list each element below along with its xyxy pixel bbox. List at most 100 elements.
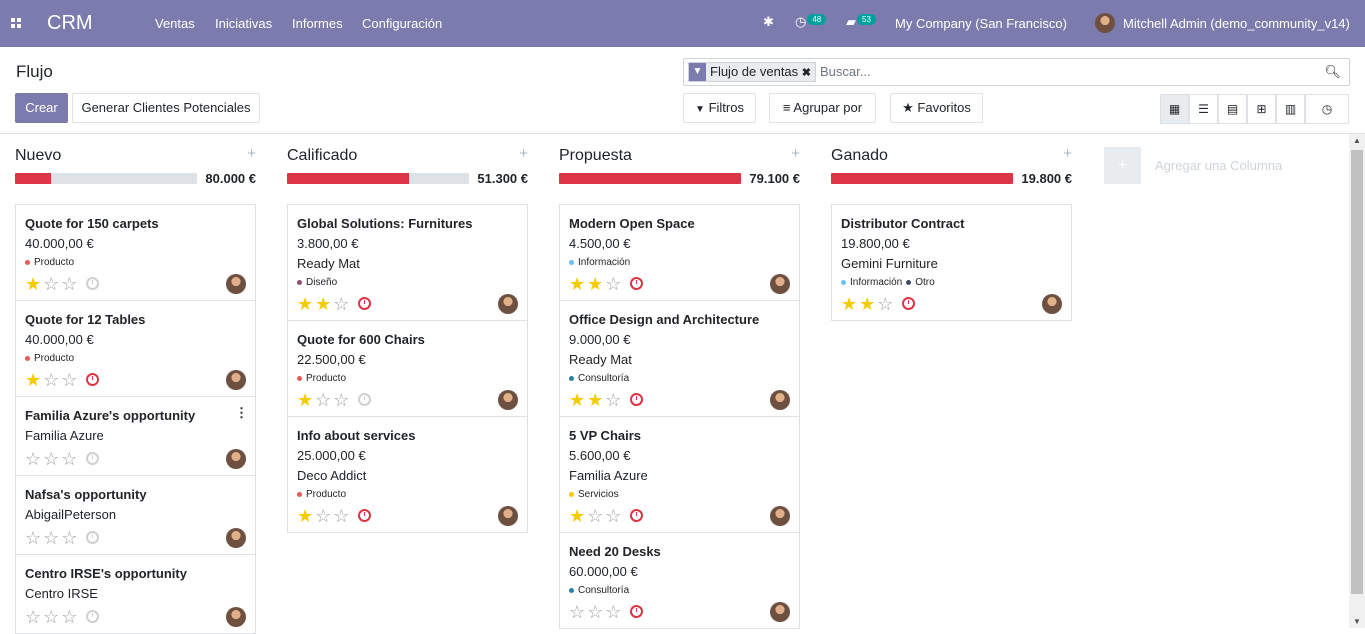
- star-empty-icon[interactable]: ☆: [61, 607, 80, 627]
- priority-stars[interactable]: ★☆☆: [297, 506, 372, 526]
- star-empty-icon[interactable]: ☆: [605, 602, 624, 622]
- star-empty-icon[interactable]: ☆: [605, 390, 624, 410]
- menu-informes[interactable]: Informes: [292, 16, 343, 31]
- priority-stars[interactable]: ☆☆☆: [25, 528, 100, 548]
- activity-clock-icon[interactable]: [86, 609, 100, 623]
- activity-clock-icon[interactable]: [630, 392, 644, 406]
- app-brand[interactable]: CRM: [47, 12, 93, 34]
- star-empty-icon[interactable]: ☆: [25, 449, 44, 469]
- scrollbar-thumb[interactable]: [1351, 150, 1363, 594]
- graph-view-button[interactable]: ▥: [1276, 94, 1305, 124]
- priority-stars[interactable]: ★☆☆: [25, 274, 100, 294]
- priority-stars[interactable]: ★★☆: [569, 390, 644, 410]
- star-filled-icon[interactable]: ★: [569, 390, 588, 410]
- kanban-card[interactable]: Office Design and Architecture 9.000,00 €…: [560, 301, 799, 417]
- kanban-card[interactable]: Info about services 25.000,00 € Deco Addic…: [288, 417, 527, 533]
- create-button[interactable]: Crear: [15, 93, 68, 123]
- list-view-button[interactable]: ☰: [1189, 94, 1218, 124]
- generate-leads-button[interactable]: Generar Clientes Potenciales: [72, 93, 260, 123]
- pivot-view-button[interactable]: ⊞: [1247, 94, 1276, 124]
- star-filled-icon[interactable]: ★: [841, 294, 860, 314]
- facet-remove-icon[interactable]: ✖: [801, 67, 812, 79]
- activity-clock-icon[interactable]: [86, 530, 100, 544]
- star-empty-icon[interactable]: ☆: [315, 506, 334, 526]
- activity-clock-icon[interactable]: [902, 296, 916, 310]
- star-empty-icon[interactable]: ☆: [43, 449, 62, 469]
- star-empty-icon[interactable]: ☆: [61, 449, 80, 469]
- activity-clock-icon[interactable]: [86, 372, 100, 386]
- priority-stars[interactable]: ★☆☆: [25, 370, 100, 390]
- messages-systray[interactable]: ▰ 53: [846, 14, 876, 30]
- star-empty-icon[interactable]: ☆: [587, 506, 606, 526]
- star-empty-icon[interactable]: ☆: [877, 294, 896, 314]
- kanban-card[interactable]: Need 20 Desks 60.000,00 € Consultoría ☆☆☆: [560, 533, 799, 629]
- calendar-view-button[interactable]: ▤: [1218, 94, 1247, 124]
- dots-menu-icon[interactable]: ⋮: [235, 405, 248, 420]
- star-filled-icon[interactable]: ★: [315, 294, 334, 314]
- star-empty-icon[interactable]: ☆: [61, 528, 80, 548]
- activity-clock-icon[interactable]: [86, 451, 100, 465]
- group-by-button[interactable]: ≡ Agrupar por: [769, 93, 876, 123]
- company-switcher[interactable]: My Company (San Francisco): [895, 16, 1067, 31]
- activity-clock-icon[interactable]: [358, 296, 372, 310]
- scroll-down-icon[interactable]: ▼: [1353, 617, 1361, 626]
- kanban-card[interactable]: Quote for 600 Chairs 22.500,00 € Producto ★…: [288, 321, 527, 417]
- star-empty-icon[interactable]: ☆: [43, 607, 62, 627]
- kanban-card[interactable]: Global Solutions: Furnitures 3.800,00 € Re…: [288, 205, 527, 321]
- kanban-card[interactable]: 5 VP Chairs 5.600,00 € Familia Azure Servic…: [560, 417, 799, 533]
- star-empty-icon[interactable]: ☆: [569, 602, 588, 622]
- filters-button[interactable]: ▼ Filtros: [683, 93, 756, 123]
- activity-clock-icon[interactable]: [630, 508, 644, 522]
- kanban-card[interactable]: Quote for 150 carpets 40.000,00 € Producto…: [16, 205, 255, 301]
- star-filled-icon[interactable]: ★: [569, 274, 588, 294]
- favorites-button[interactable]: ★ Favoritos: [890, 93, 983, 123]
- star-filled-icon[interactable]: ★: [297, 506, 316, 526]
- star-empty-icon[interactable]: ☆: [333, 390, 352, 410]
- activity-clock-icon[interactable]: [86, 276, 100, 290]
- star-empty-icon[interactable]: ☆: [605, 274, 624, 294]
- kanban-card[interactable]: Modern Open Space 4.500,00 € Información ★★…: [560, 205, 799, 301]
- user-menu[interactable]: Mitchell Admin (demo_community_v14): [1123, 16, 1350, 31]
- star-filled-icon[interactable]: ★: [859, 294, 878, 314]
- kanban-card[interactable]: Distributor Contract 19.800,00 € Gemini Fu…: [832, 205, 1071, 321]
- priority-stars[interactable]: ★★☆: [569, 274, 644, 294]
- activities-systray[interactable]: ◷ 48: [795, 14, 827, 30]
- priority-stars[interactable]: ☆☆☆: [25, 607, 100, 627]
- star-filled-icon[interactable]: ★: [25, 370, 44, 390]
- scrollbar[interactable]: ▲ ▼: [1349, 134, 1365, 628]
- star-empty-icon[interactable]: ☆: [61, 370, 80, 390]
- scroll-up-icon[interactable]: ▲: [1353, 136, 1361, 145]
- star-filled-icon[interactable]: ★: [25, 274, 44, 294]
- kanban-card[interactable]: Nafsa's opportunity AbigailPeterson ☆☆☆: [16, 476, 255, 555]
- priority-stars[interactable]: ★☆☆: [569, 506, 644, 526]
- priority-stars[interactable]: ☆☆☆: [569, 602, 644, 622]
- priority-stars[interactable]: ★★☆: [841, 294, 916, 314]
- menu-ventas[interactable]: Ventas: [155, 16, 195, 31]
- activity-clock-icon[interactable]: [358, 392, 372, 406]
- debug-bug-icon[interactable]: ✱: [763, 14, 774, 29]
- apps-menu-icon[interactable]: [11, 18, 22, 29]
- menu-iniciativas[interactable]: Iniciativas: [215, 16, 273, 31]
- star-empty-icon[interactable]: ☆: [43, 528, 62, 548]
- star-empty-icon[interactable]: ☆: [43, 274, 62, 294]
- star-filled-icon[interactable]: ★: [297, 294, 316, 314]
- plus-icon[interactable]: +: [1104, 147, 1141, 184]
- star-filled-icon[interactable]: ★: [297, 390, 316, 410]
- star-empty-icon[interactable]: ☆: [25, 528, 44, 548]
- search-icon[interactable]: 🔍︎: [1324, 64, 1341, 79]
- search-input[interactable]: Buscar...: [820, 64, 871, 79]
- star-empty-icon[interactable]: ☆: [587, 602, 606, 622]
- activity-clock-icon[interactable]: [630, 604, 644, 618]
- star-empty-icon[interactable]: ☆: [333, 506, 352, 526]
- priority-stars[interactable]: ★★☆: [297, 294, 372, 314]
- activity-clock-icon[interactable]: [630, 276, 644, 290]
- star-filled-icon[interactable]: ★: [587, 390, 606, 410]
- star-empty-icon[interactable]: ☆: [605, 506, 624, 526]
- kanban-view-button[interactable]: ▦: [1160, 94, 1189, 124]
- plus-icon[interactable]: +: [1063, 145, 1072, 162]
- star-filled-icon[interactable]: ★: [569, 506, 588, 526]
- activity-view-button[interactable]: ◷: [1305, 94, 1349, 124]
- kanban-card[interactable]: Quote for 12 Tables 40.000,00 € Producto ★☆…: [16, 301, 255, 397]
- kanban-card[interactable]: ⋮ Familia Azure's opportunity Familia Azur…: [16, 397, 255, 476]
- star-empty-icon[interactable]: ☆: [61, 274, 80, 294]
